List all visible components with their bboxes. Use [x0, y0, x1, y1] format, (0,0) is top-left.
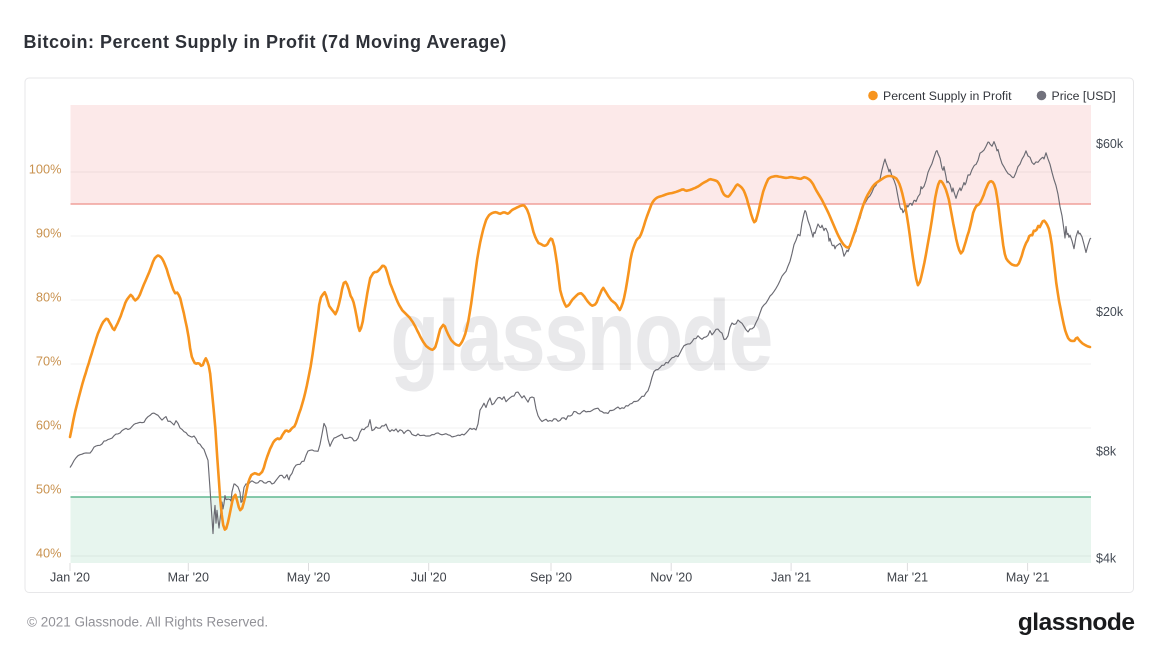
svg-text:Price [USD]: Price [USD] — [1052, 89, 1116, 103]
svg-text:50%: 50% — [36, 482, 62, 497]
svg-text:© 2021 Glassnode. All Rights R: © 2021 Glassnode. All Rights Reserved. — [27, 615, 268, 630]
svg-text:80%: 80% — [36, 290, 62, 305]
svg-text:glassnode: glassnode — [390, 281, 771, 393]
svg-text:Jan '21: Jan '21 — [771, 571, 811, 585]
svg-text:Jul '20: Jul '20 — [411, 571, 447, 585]
svg-text:40%: 40% — [36, 546, 62, 561]
svg-text:Bitcoin: Percent Supply in Pro: Bitcoin: Percent Supply in Profit (7d Mo… — [24, 32, 507, 52]
svg-text:May '21: May '21 — [1006, 571, 1049, 585]
svg-text:90%: 90% — [36, 226, 62, 241]
svg-text:Percent Supply in Profit: Percent Supply in Profit — [883, 89, 1012, 103]
svg-text:Sep '20: Sep '20 — [530, 571, 572, 585]
svg-text:$60k: $60k — [1096, 137, 1124, 151]
svg-text:May '20: May '20 — [287, 571, 330, 585]
svg-text:$4k: $4k — [1096, 551, 1117, 565]
svg-text:Mar '20: Mar '20 — [168, 571, 209, 585]
svg-text:glassnode: glassnode — [1018, 609, 1135, 636]
svg-text:70%: 70% — [36, 354, 62, 369]
svg-text:$8k: $8k — [1096, 444, 1117, 458]
svg-text:60%: 60% — [36, 418, 62, 433]
svg-text:Nov '20: Nov '20 — [650, 571, 692, 585]
svg-text:Jan '20: Jan '20 — [50, 571, 90, 585]
svg-text:100%: 100% — [29, 162, 62, 177]
svg-text:Mar '21: Mar '21 — [887, 571, 928, 585]
svg-text:$20k: $20k — [1096, 305, 1124, 319]
